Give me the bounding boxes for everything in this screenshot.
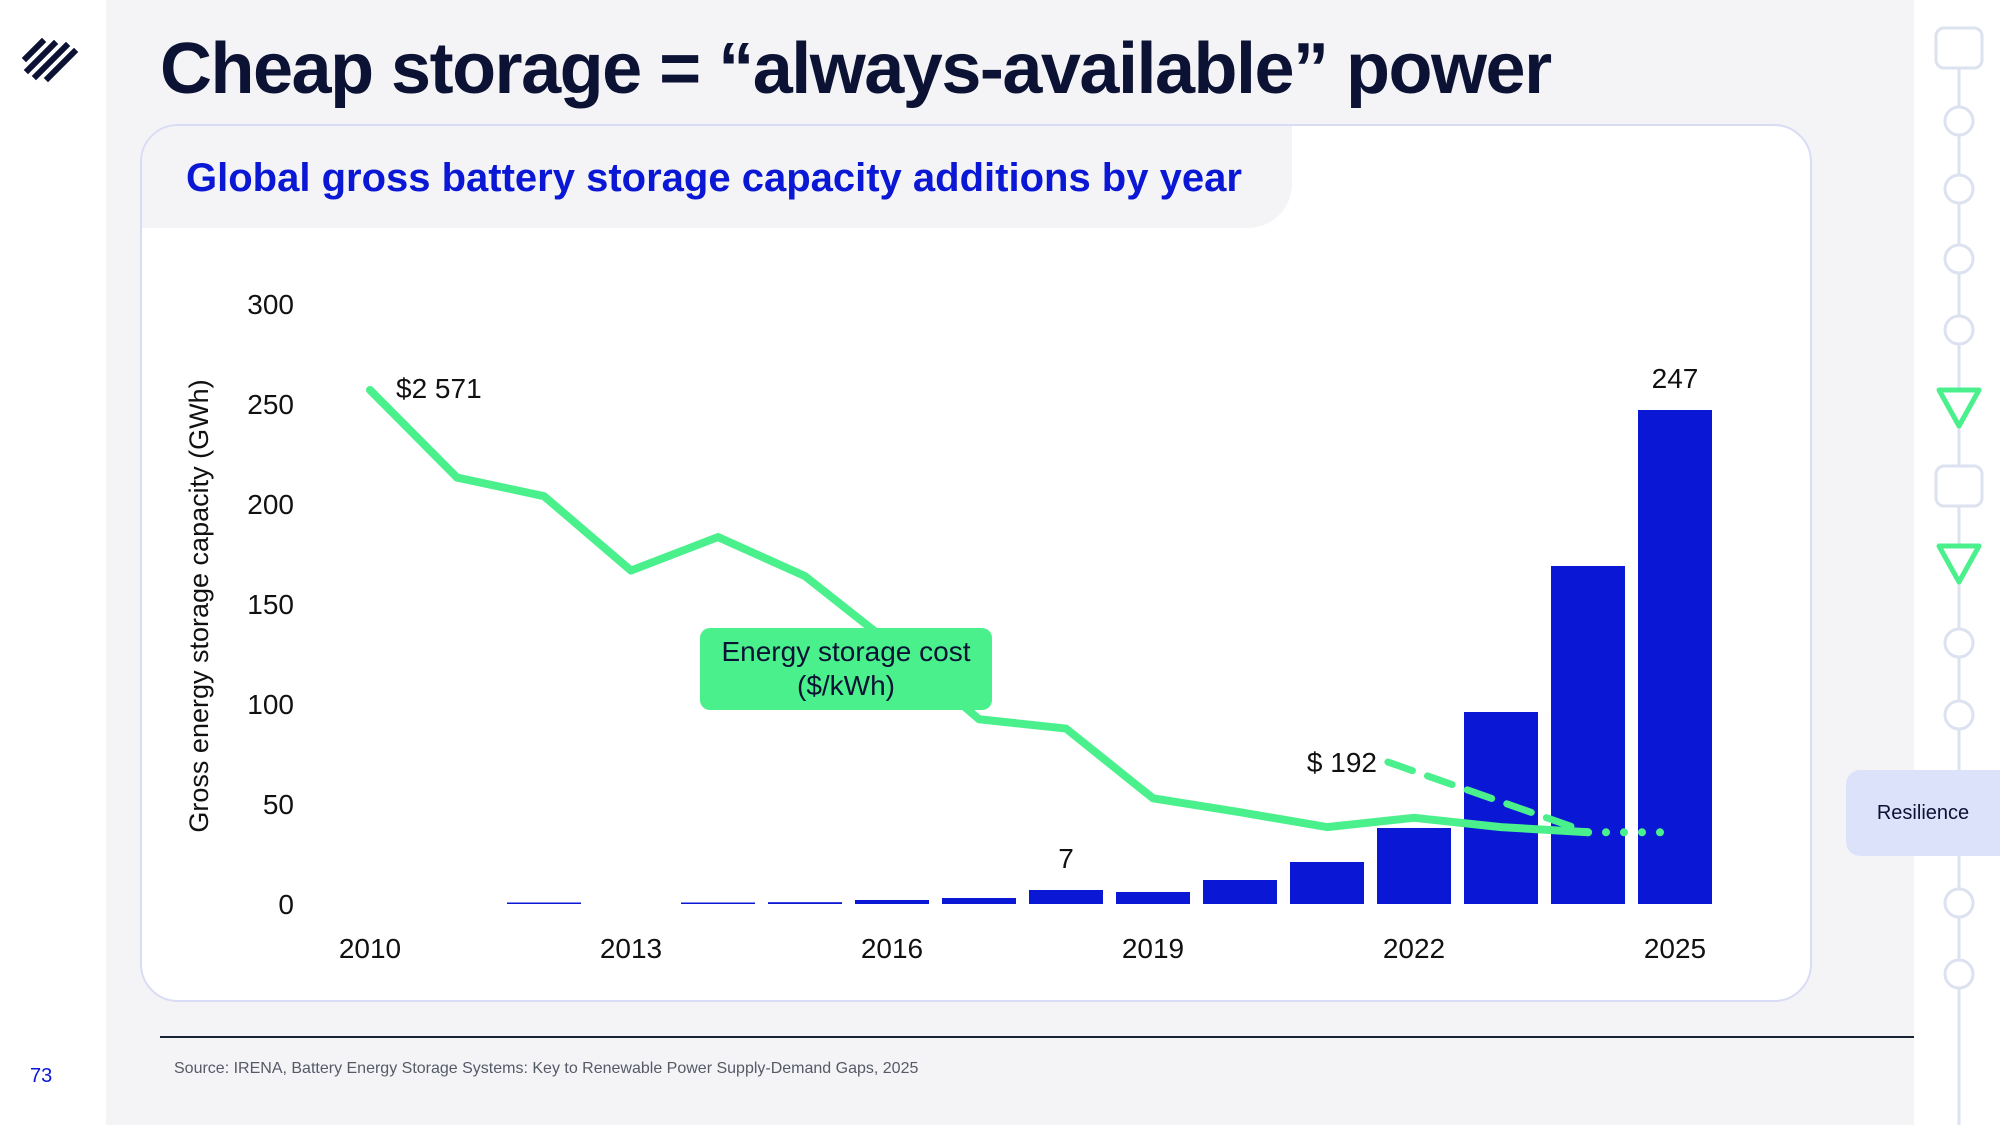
cost-line-path	[366, 386, 1592, 837]
data-label: $ 192	[1307, 747, 1377, 778]
footer-divider	[160, 1036, 1914, 1038]
nav-active-triangle-icon[interactable]	[1936, 387, 1982, 429]
nav-step-dot-icon[interactable]	[1943, 105, 1975, 137]
y-tick-label: 200	[247, 489, 294, 520]
y-tick-label: 50	[263, 789, 294, 820]
y-axis-label: Gross energy storage capacity (GWh)	[184, 379, 214, 832]
page-number: 73	[30, 1065, 53, 1087]
y-tick-label: 150	[247, 589, 294, 620]
x-tick-label: 2019	[1122, 933, 1184, 964]
nav-step-dot-icon[interactable]	[1943, 699, 1975, 731]
chart-card-header: Global gross battery storage capacity ad…	[142, 126, 1292, 228]
chart-card: Global gross battery storage capacity ad…	[140, 124, 1812, 1002]
data-label: $2 571	[396, 373, 482, 404]
bar-2017	[942, 898, 1016, 904]
nav-step-dot-icon[interactable]	[1943, 887, 1975, 919]
slide: Cheap storage = “always-available” power…	[106, 0, 1914, 1125]
bar-2024	[1551, 566, 1625, 904]
nav-step-dot-icon[interactable]	[1943, 173, 1975, 205]
cost-projection-dashed	[1384, 758, 1592, 836]
right-nav-rail	[1914, 0, 2000, 1125]
x-axis: 2010 2013 2016 2019 2022 2025	[339, 933, 1706, 964]
bar-2022	[1377, 828, 1451, 904]
data-labels: $2 571 7 $ 192 247	[396, 363, 1698, 874]
battery-storage-chart: 0 50 100 150 200 250 300 Gross energy storage c…	[184, 289, 1712, 964]
nav-active-triangle-icon[interactable]	[1936, 543, 1982, 585]
cost-series-label-line: Energy storage cost	[721, 636, 970, 667]
y-tick-label: 300	[247, 289, 294, 320]
data-label: 7	[1058, 843, 1074, 874]
bar-2018	[1029, 890, 1103, 904]
slide-title: Cheap storage = “always-available” power	[160, 29, 1552, 109]
company-logo-icon	[21, 37, 79, 83]
source-note: Source: IRENA, Battery Energy Storage Sy…	[174, 1060, 919, 1077]
x-tick-label: 2010	[339, 933, 401, 964]
y-tick-label: 100	[247, 689, 294, 720]
chart-title: Global gross battery storage capacity ad…	[186, 156, 1242, 200]
bar-2025	[1638, 410, 1712, 904]
section-tab-resilience[interactable]: Resilience	[1846, 770, 2000, 856]
x-tick-label: 2022	[1383, 933, 1445, 964]
section-progress-nav	[1934, 26, 1984, 1125]
y-tick-label: 0	[278, 889, 294, 920]
bar-2012	[507, 902, 581, 904]
x-tick-label: 2025	[1644, 933, 1706, 964]
nav-step-dot-icon[interactable]	[1943, 958, 1975, 990]
cost-series-label-box	[700, 628, 992, 710]
left-rail: 73	[0, 0, 106, 1125]
bar-2014	[681, 902, 755, 904]
cost-series-label-line: ($/kWh)	[797, 670, 895, 701]
bars	[507, 410, 1712, 904]
nav-step-dot-icon[interactable]	[1943, 627, 1975, 659]
nav-section-box-icon[interactable]	[1934, 26, 1984, 70]
nav-section-box-icon[interactable]	[1934, 464, 1984, 508]
data-label: 247	[1652, 363, 1699, 394]
bar-2020	[1203, 880, 1277, 904]
bar-2015	[768, 902, 842, 904]
cost-line: Energy storage cost($/kWh)	[366, 386, 1679, 837]
bar-2016	[855, 900, 929, 904]
x-tick-label: 2016	[861, 933, 923, 964]
nav-step-dot-icon[interactable]	[1943, 314, 1975, 346]
nav-step-dot-icon[interactable]	[1943, 243, 1975, 275]
bar-2021	[1290, 862, 1364, 904]
bar-2019	[1116, 892, 1190, 904]
x-tick-label: 2013	[600, 933, 662, 964]
y-tick-label: 250	[247, 389, 294, 420]
y-axis: 0 50 100 150 200 250 300 Gross energy storage c…	[184, 289, 294, 920]
